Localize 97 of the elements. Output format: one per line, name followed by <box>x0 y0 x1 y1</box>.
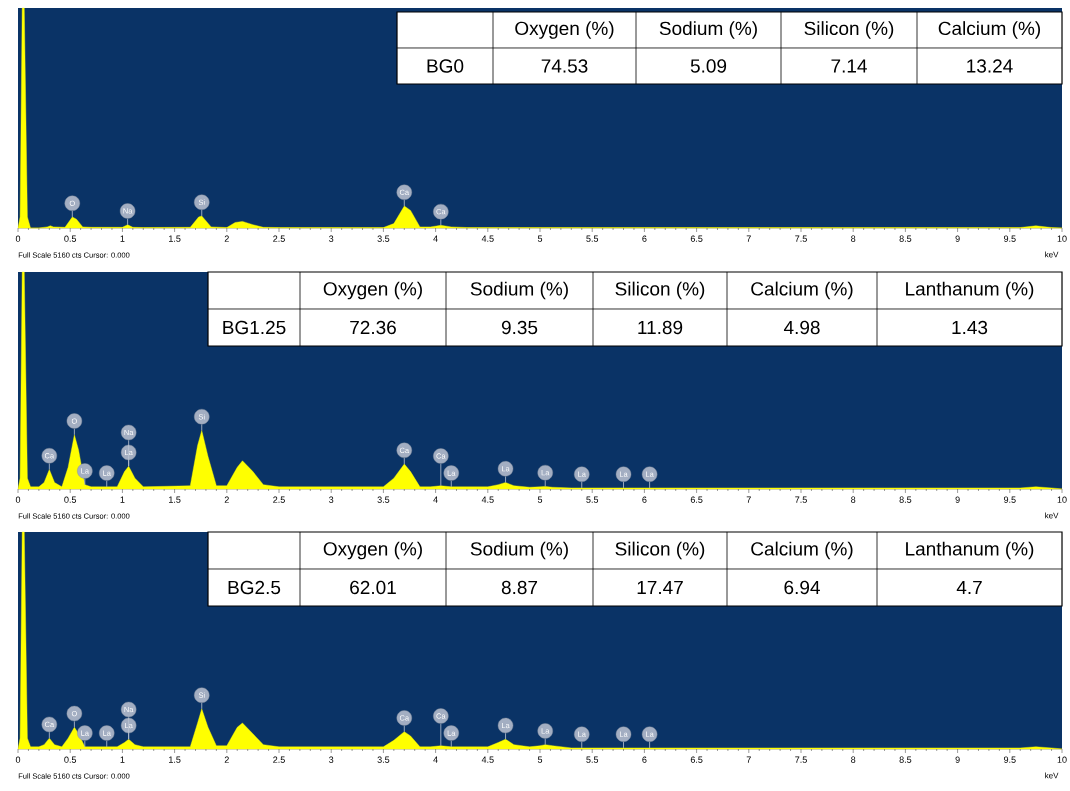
x-tick-label: 0.5 <box>64 235 77 242</box>
x-tick-label: 10 <box>1057 235 1067 242</box>
x-tick-label: 0 <box>15 496 21 503</box>
x-tick-label: 8 <box>851 235 856 242</box>
x-tick-label: 3.5 <box>377 756 390 763</box>
x-tick-label: 3.5 <box>377 496 390 503</box>
data-label: 72.36 <box>350 320 396 335</box>
x-tick-label: 2.5 <box>273 496 285 503</box>
x-tick-label: 4 <box>433 756 438 763</box>
category-label: Silicon (%) <box>615 541 705 560</box>
x-tick-label: 8 <box>851 756 856 763</box>
x-tick-label: 5 <box>537 756 543 763</box>
x-tick-label: 1 <box>120 496 125 503</box>
x-tick-label: 8.5 <box>899 496 912 503</box>
data-label: 11.89 <box>638 320 683 335</box>
data-label: 74.53 <box>541 59 588 73</box>
x-tick-label: 10 <box>1057 756 1067 763</box>
x-tick-label: 6 <box>642 496 647 503</box>
category-label: Oxygen (%) <box>323 541 422 560</box>
data-label: 1.43 <box>952 320 988 335</box>
x-tick-label: 6 <box>642 756 647 763</box>
text: BG1.25 <box>223 320 286 335</box>
x-tick-label: 4 <box>433 235 438 242</box>
x-tick-label: 7 <box>746 235 751 242</box>
data-label: 17.47 <box>637 580 683 595</box>
category-label: Oxygen (%) <box>515 21 614 39</box>
x-tick-label: 5.5 <box>586 235 599 242</box>
x-tick-label: 0.5 <box>64 496 77 503</box>
x-tick-label: 1 <box>120 756 125 763</box>
x-tick-label: 4.5 <box>481 496 494 503</box>
x-tick-label: 0.5 <box>64 756 77 763</box>
x-tick-label: 8.5 <box>899 235 912 242</box>
category-label: Calcium (%) <box>938 21 1041 39</box>
x-tick-label: 2 <box>224 756 229 763</box>
x-axis-title: keV <box>1045 251 1059 258</box>
data-label: 7.14 <box>831 59 867 73</box>
x-tick-label: 4.5 <box>481 756 494 763</box>
x-tick-label: 2.5 <box>273 235 285 242</box>
x-tick-label: 7.5 <box>795 496 807 503</box>
x-tick-label: 3.5 <box>377 235 390 242</box>
x-tick-label: 6.5 <box>690 496 703 503</box>
data-label: 62.01 <box>350 580 396 595</box>
x-tick-label: 9 <box>955 235 960 242</box>
x-tick-label: 10 <box>1057 496 1067 503</box>
x-tick-label: 5 <box>537 496 543 503</box>
data-label: 4.7 <box>956 580 982 595</box>
x-tick-label: 7.5 <box>795 235 807 242</box>
x-tick-label: 1.5 <box>169 756 181 763</box>
category-label: Calcium (%) <box>751 541 853 560</box>
x-tick-label: 3 <box>329 496 334 503</box>
category-label: Calcium (%) <box>751 281 853 300</box>
data-label: 5.09 <box>690 59 727 73</box>
category-label: Sodium (%) <box>470 281 568 300</box>
x-tick-label: 9 <box>955 756 960 763</box>
x-tick-label: 6.5 <box>690 235 703 242</box>
x-tick-label: 9.5 <box>1003 756 1016 763</box>
x-tick-label: 9 <box>955 496 960 503</box>
x-tick-label: 3 <box>329 756 334 763</box>
category-label: Silicon (%) <box>804 21 894 39</box>
x-axis-title: keV <box>1045 772 1059 779</box>
x-tick-label: 0 <box>15 756 21 763</box>
x-tick-label: 6 <box>642 235 647 242</box>
x-tick-label: 2 <box>224 496 229 503</box>
category-label: Silicon (%) <box>615 281 705 300</box>
data-label: 9.35 <box>501 320 538 335</box>
x-tick-label: 1.5 <box>169 496 181 503</box>
x-tick-label: 4 <box>433 496 438 503</box>
x-tick-label: 2.5 <box>273 756 285 763</box>
x-tick-label: 4.5 <box>481 235 494 242</box>
category-label: Lanthanum (%) <box>906 281 1034 300</box>
x-tick-label: 2 <box>224 235 229 242</box>
x-tick-label: 1 <box>120 235 125 242</box>
data-label: 13.24 <box>967 59 1013 73</box>
x-tick-label: 5.5 <box>586 496 599 503</box>
x-tick-label: 5 <box>537 235 543 242</box>
x-tick-label: 7 <box>746 496 751 503</box>
x-tick-label: 7.5 <box>795 756 807 763</box>
data-label: 8.87 <box>501 580 538 595</box>
x-tick-label: 5.5 <box>586 756 599 763</box>
x-tick-label: 6.5 <box>690 756 703 763</box>
x-tick-label: 8.5 <box>899 756 912 763</box>
data-label: 4.98 <box>783 320 820 335</box>
category-label: Sodium (%) <box>659 21 757 39</box>
x-tick-label: 9.5 <box>1003 235 1016 242</box>
x-tick-label: 8 <box>851 496 856 503</box>
x-tick-label: 1.5 <box>169 235 181 242</box>
text: BG2.5 <box>228 580 281 595</box>
category-label: Oxygen (%) <box>323 281 422 300</box>
x-tick-label: 7 <box>746 756 751 763</box>
text: BG0 <box>427 59 464 73</box>
category-label: Lanthanum (%) <box>906 541 1034 560</box>
x-tick-label: 3 <box>329 235 334 242</box>
x-tick-label: 0 <box>15 235 21 242</box>
data-label: 6.94 <box>784 580 820 595</box>
category-label: Sodium (%) <box>470 541 568 560</box>
x-axis-title: keV <box>1045 512 1059 519</box>
x-tick-label: 9.5 <box>1003 496 1016 503</box>
